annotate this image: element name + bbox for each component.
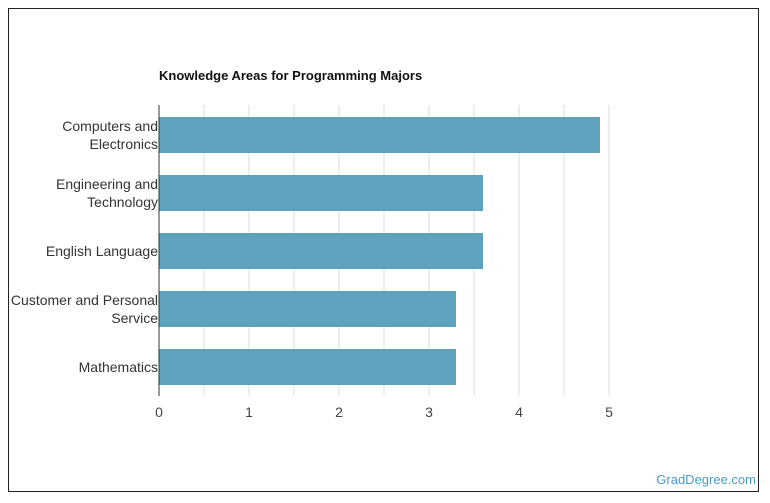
category-label: Engineering and Technology: [2, 175, 158, 211]
chart-title: Knowledge Areas for Programming Majors: [159, 68, 423, 83]
x-tick-label: 0: [155, 404, 163, 420]
bar[interactable]: [159, 349, 456, 385]
category-label-line: Customer and Personal: [10, 292, 158, 308]
x-tick-label: 2: [335, 404, 343, 420]
category-label: Customer and Personal Service: [2, 291, 158, 327]
bar[interactable]: [159, 291, 456, 327]
x-tick-label: 4: [515, 404, 523, 420]
category-label-line: English Language: [45, 243, 158, 259]
bar[interactable]: [159, 175, 483, 211]
category-label: English Language: [2, 242, 158, 260]
category-label: Mathematics: [2, 358, 158, 376]
bar[interactable]: [159, 233, 483, 269]
category-label-line: Mathematics: [78, 359, 158, 375]
bar[interactable]: [159, 117, 600, 153]
category-label-line: Technology: [87, 194, 158, 210]
category-label-line: Service: [111, 310, 158, 326]
category-label: Computers and Electronics: [2, 117, 158, 153]
category-label-line: Engineering and: [56, 176, 158, 192]
category-label-line: Computers and: [62, 118, 158, 134]
category-label-line: Electronics: [89, 136, 158, 152]
watermark[interactable]: GradDegree.com: [656, 472, 756, 487]
x-tick-label: 1: [245, 404, 253, 420]
x-tick-label: 5: [605, 404, 613, 420]
x-tick-label: 3: [425, 404, 433, 420]
